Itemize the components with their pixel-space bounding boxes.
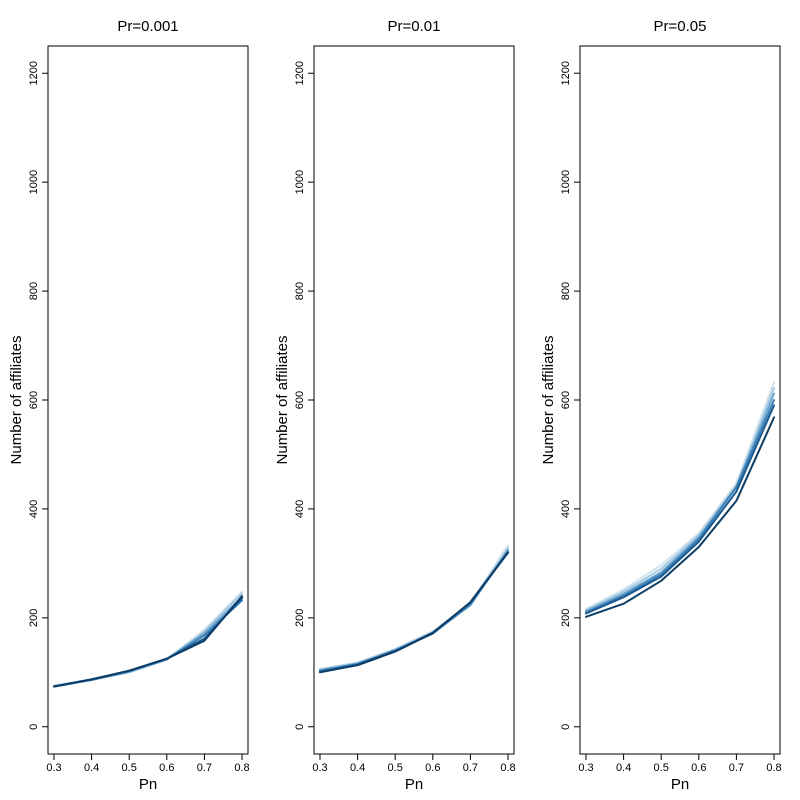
x-tick-label: 0.7 (463, 762, 478, 774)
y-axis-label: Number of affiliates (540, 336, 557, 465)
series-line-2 (53, 592, 243, 687)
series-line-4 (585, 399, 775, 614)
series-line-3 (53, 596, 243, 688)
y-tick-label: 0 (560, 724, 572, 730)
x-tick-label: 0.4 (616, 762, 631, 774)
y-tick-label: 0 (294, 724, 306, 730)
chart-title: Pr=0.05 (654, 18, 707, 35)
series-line-5 (53, 597, 243, 688)
y-tick-label: 1000 (294, 170, 306, 194)
x-axis-label: Pn (671, 776, 689, 793)
x-tick-label: 0.5 (654, 762, 669, 774)
x-tick-label: 0.5 (122, 762, 137, 774)
series-line-1 (585, 381, 775, 611)
series-line-6 (319, 551, 509, 674)
series-line-1 (53, 590, 243, 687)
y-tick-label: 600 (560, 391, 572, 409)
series-line-2 (319, 547, 509, 671)
x-tick-label: 0.7 (729, 762, 744, 774)
series-line-4 (53, 599, 243, 688)
series-line-3 (585, 392, 775, 613)
chart-title: Pr=0.001 (117, 18, 178, 35)
x-tick-label: 0.6 (691, 762, 706, 774)
y-tick-label: 200 (294, 609, 306, 627)
series-line-6 (585, 416, 775, 618)
panel-3: Pr=0.05 0.3 0.4 0.5 0.6 0.7 0.8 Pn 0 200 400 600 800… (540, 18, 782, 793)
y-tick-label: 400 (294, 500, 306, 518)
x-tick-label: 0.3 (578, 762, 593, 774)
x-tick-label: 0.4 (350, 762, 365, 774)
x-tick-label: 0.5 (388, 762, 403, 774)
y-tick-label: 800 (28, 282, 40, 300)
x-tick-label: 0.8 (234, 762, 249, 774)
x-axis-label: Pn (405, 776, 423, 793)
y-tick-label: 600 (28, 391, 40, 409)
series-line-1 (319, 544, 509, 670)
series-line-4 (319, 550, 509, 672)
y-tick-label: 600 (294, 391, 306, 409)
x-tick-label: 0.8 (500, 762, 515, 774)
series-line-2 (585, 387, 775, 612)
y-tick-label: 200 (560, 609, 572, 627)
x-axis-label: Pn (139, 776, 157, 793)
plot-frame (47, 45, 249, 755)
y-tick-label: 800 (294, 282, 306, 300)
y-tick-label: 1200 (560, 61, 572, 85)
x-tick-label: 0.6 (425, 762, 440, 774)
panel-2: Pr=0.01 0.3 0.4 0.5 0.6 0.7 0.8 Pn 0 200 400 600 800… (274, 18, 516, 793)
plot-frame (579, 45, 781, 755)
x-tick-label: 0.8 (766, 762, 781, 774)
y-tick-label: 400 (560, 500, 572, 518)
x-tick-label: 0.6 (159, 762, 174, 774)
y-tick-label: 400 (28, 500, 40, 518)
series-line-3 (319, 548, 509, 672)
y-tick-label: 1200 (28, 61, 40, 85)
y-tick-label: 1000 (28, 170, 40, 194)
x-tick-label: 0.7 (197, 762, 212, 774)
y-axis-label: Number of affiliates (274, 336, 291, 465)
y-tick-label: 0 (28, 724, 40, 730)
series-line-6 (53, 595, 243, 688)
plot-frame (313, 45, 515, 755)
y-tick-label: 1000 (560, 170, 572, 194)
chart-title: Pr=0.01 (388, 18, 441, 35)
y-tick-label: 800 (560, 282, 572, 300)
y-tick-label: 200 (28, 609, 40, 627)
series-line-5 (319, 551, 509, 673)
x-tick-label: 0.4 (84, 762, 99, 774)
panel-1: Pr=0.001 0.3 0.4 0.5 0.6 0.7 0.8 Pn 0 200 400 600 80… (8, 18, 250, 793)
x-tick-label: 0.3 (312, 762, 327, 774)
x-tick-label: 0.3 (46, 762, 61, 774)
y-tick-label: 1200 (294, 61, 306, 85)
y-axis-label: Number of affiliates (8, 336, 25, 465)
series-line-5 (585, 404, 775, 615)
